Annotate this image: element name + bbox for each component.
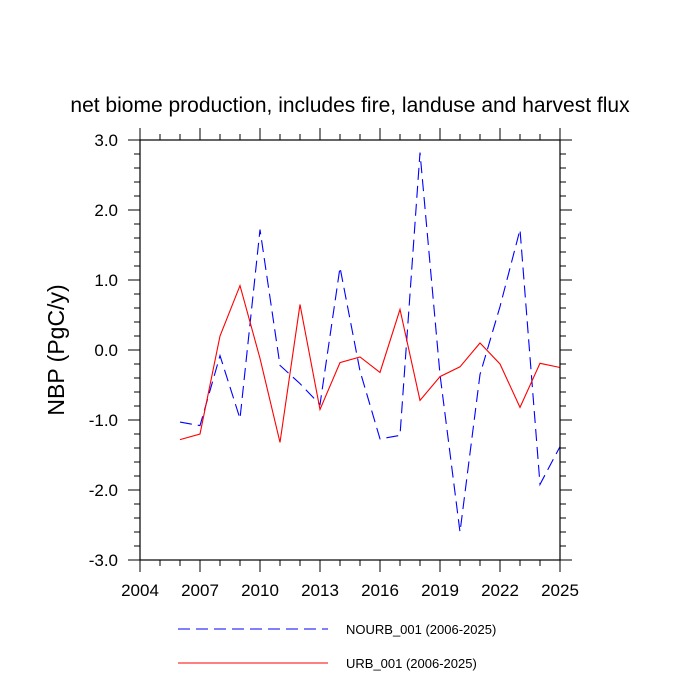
y-tick-label: -2.0 [89, 481, 118, 500]
x-tick-label: 2007 [181, 581, 219, 600]
y-tick-label: 3.0 [94, 131, 118, 150]
y-tick-label: 2.0 [94, 201, 118, 220]
series-line-1 [179, 152, 561, 533]
x-tick-label: 2016 [361, 581, 399, 600]
legend-label-2: URB_001 (2006-2025) [346, 656, 477, 671]
y-tick-label: -3.0 [89, 551, 118, 570]
x-tick-label: 2019 [421, 581, 459, 600]
series-line-2 [179, 283, 561, 443]
y-tick-label: 0.0 [94, 341, 118, 360]
tick-labels: 2004 2007 2010 2013 2016 2019 2022 2025 3.0 2.0 1.… [89, 131, 579, 600]
x-tick-label: 2010 [241, 581, 279, 600]
x-tick-label: 2013 [301, 581, 339, 600]
plot-frame [139, 139, 561, 561]
chart-title: net biome production, includes fire, lan… [70, 94, 630, 117]
y-axis-label: NBP (PgC/y) [43, 284, 69, 415]
x-tick-label: 2022 [481, 581, 519, 600]
y-tick-label: 1.0 [94, 271, 118, 290]
legend: NOURB_001 (2006-2025) URB_001 (2006-2025) [178, 622, 496, 671]
axis-ticks [128, 128, 572, 572]
x-tick-label: 2025 [541, 581, 579, 600]
y-tick-label: -1.0 [89, 411, 118, 430]
series-lines [179, 152, 561, 533]
x-tick-label: 2004 [121, 581, 159, 600]
legend-label-1: NOURB_001 (2006-2025) [346, 622, 496, 637]
